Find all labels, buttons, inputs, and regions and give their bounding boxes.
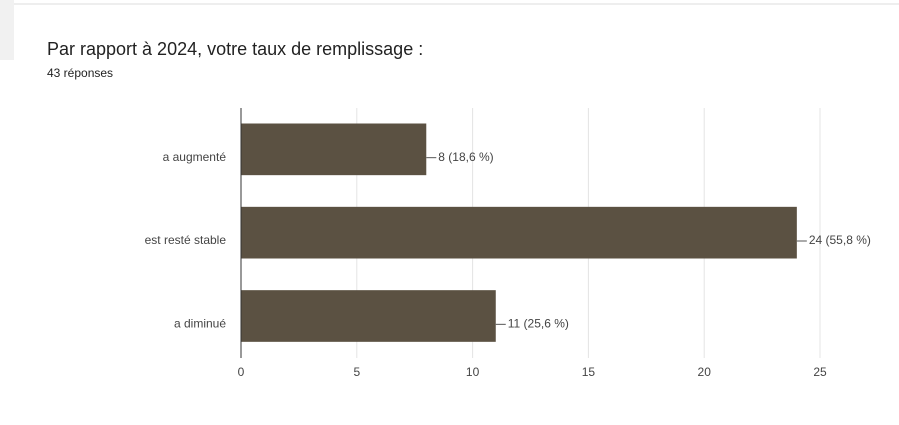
x-tick-label: 20 xyxy=(698,365,712,379)
x-tick-label: 25 xyxy=(813,365,827,379)
chart-title: Par rapport à 2024, votre taux de rempli… xyxy=(47,39,423,59)
y-tick-label: a diminué xyxy=(174,317,226,331)
data-label: 8 (18,6 %) xyxy=(438,150,493,164)
bar xyxy=(241,206,797,259)
x-tick-label: 5 xyxy=(353,365,360,379)
x-tick-label: 15 xyxy=(582,365,596,379)
card-shadow xyxy=(0,0,14,60)
bar xyxy=(241,123,427,176)
bar xyxy=(241,290,496,342)
x-tick-label: 10 xyxy=(466,365,480,379)
y-tick-label: est resté stable xyxy=(145,233,227,247)
data-label: 11 (25,6 %) xyxy=(508,317,569,331)
y-tick-label: a augmenté xyxy=(163,150,227,164)
data-label: 24 (55,8 %) xyxy=(809,233,871,247)
x-tick-label: 0 xyxy=(238,365,245,379)
chart-subtitle: 43 réponses xyxy=(47,66,113,80)
